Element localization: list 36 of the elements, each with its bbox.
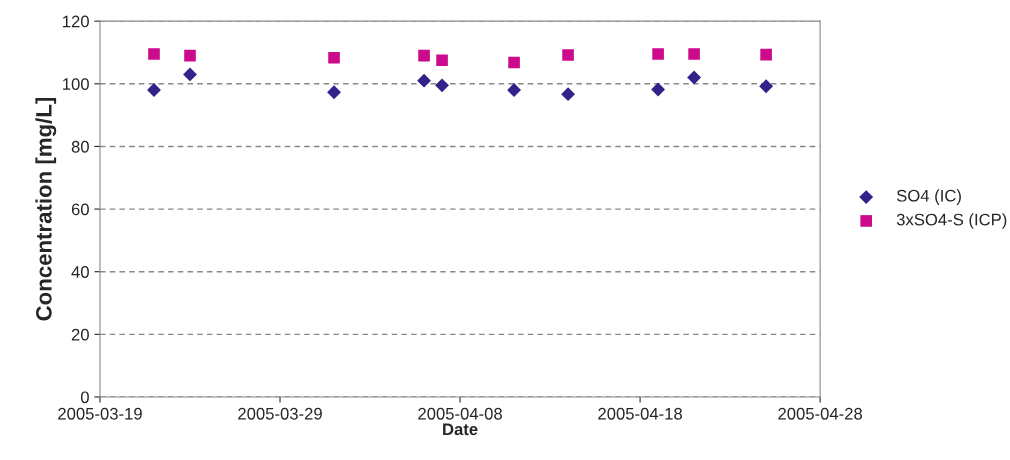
legend-label: SO4 (IC) (896, 189, 961, 205)
point (561, 87, 576, 102)
point (562, 49, 574, 61)
point (508, 56, 520, 69)
y-tick-label: 120 (63, 15, 89, 28)
x-axis-title: Date (443, 423, 478, 436)
point (688, 48, 700, 60)
x-tick-label: 2005-04-18 (598, 407, 682, 420)
y-tick-label: 100 (63, 78, 89, 90)
point (435, 78, 449, 93)
point (436, 54, 448, 67)
point (651, 82, 666, 97)
point (687, 70, 702, 85)
point (148, 48, 160, 60)
y-tick-label: 60 (71, 203, 89, 216)
y-tick-label: 80 (71, 140, 89, 153)
point (184, 49, 196, 62)
x-tick-label: 2005-04-08 (418, 407, 502, 420)
point (328, 51, 340, 64)
point (147, 83, 161, 97)
y-tick-label: 40 (71, 266, 89, 278)
point (507, 83, 522, 97)
point (760, 48, 772, 61)
y-tick-label: 20 (71, 328, 89, 341)
point (759, 79, 774, 94)
y-axis-title: Concentration [mg/L] (35, 97, 57, 321)
point (183, 67, 197, 82)
x-tick-label: 2005-04-28 (778, 407, 863, 420)
point (418, 49, 430, 62)
legend-label: 3xSO4-S (ICP) (896, 213, 1007, 229)
x-tick-label: 2005-03-29 (238, 407, 322, 420)
point (417, 73, 431, 88)
x-tick-label: 2005-03-19 (58, 407, 142, 420)
point (327, 85, 341, 100)
point (652, 48, 664, 60)
y-tick-label: 0 (80, 391, 89, 404)
